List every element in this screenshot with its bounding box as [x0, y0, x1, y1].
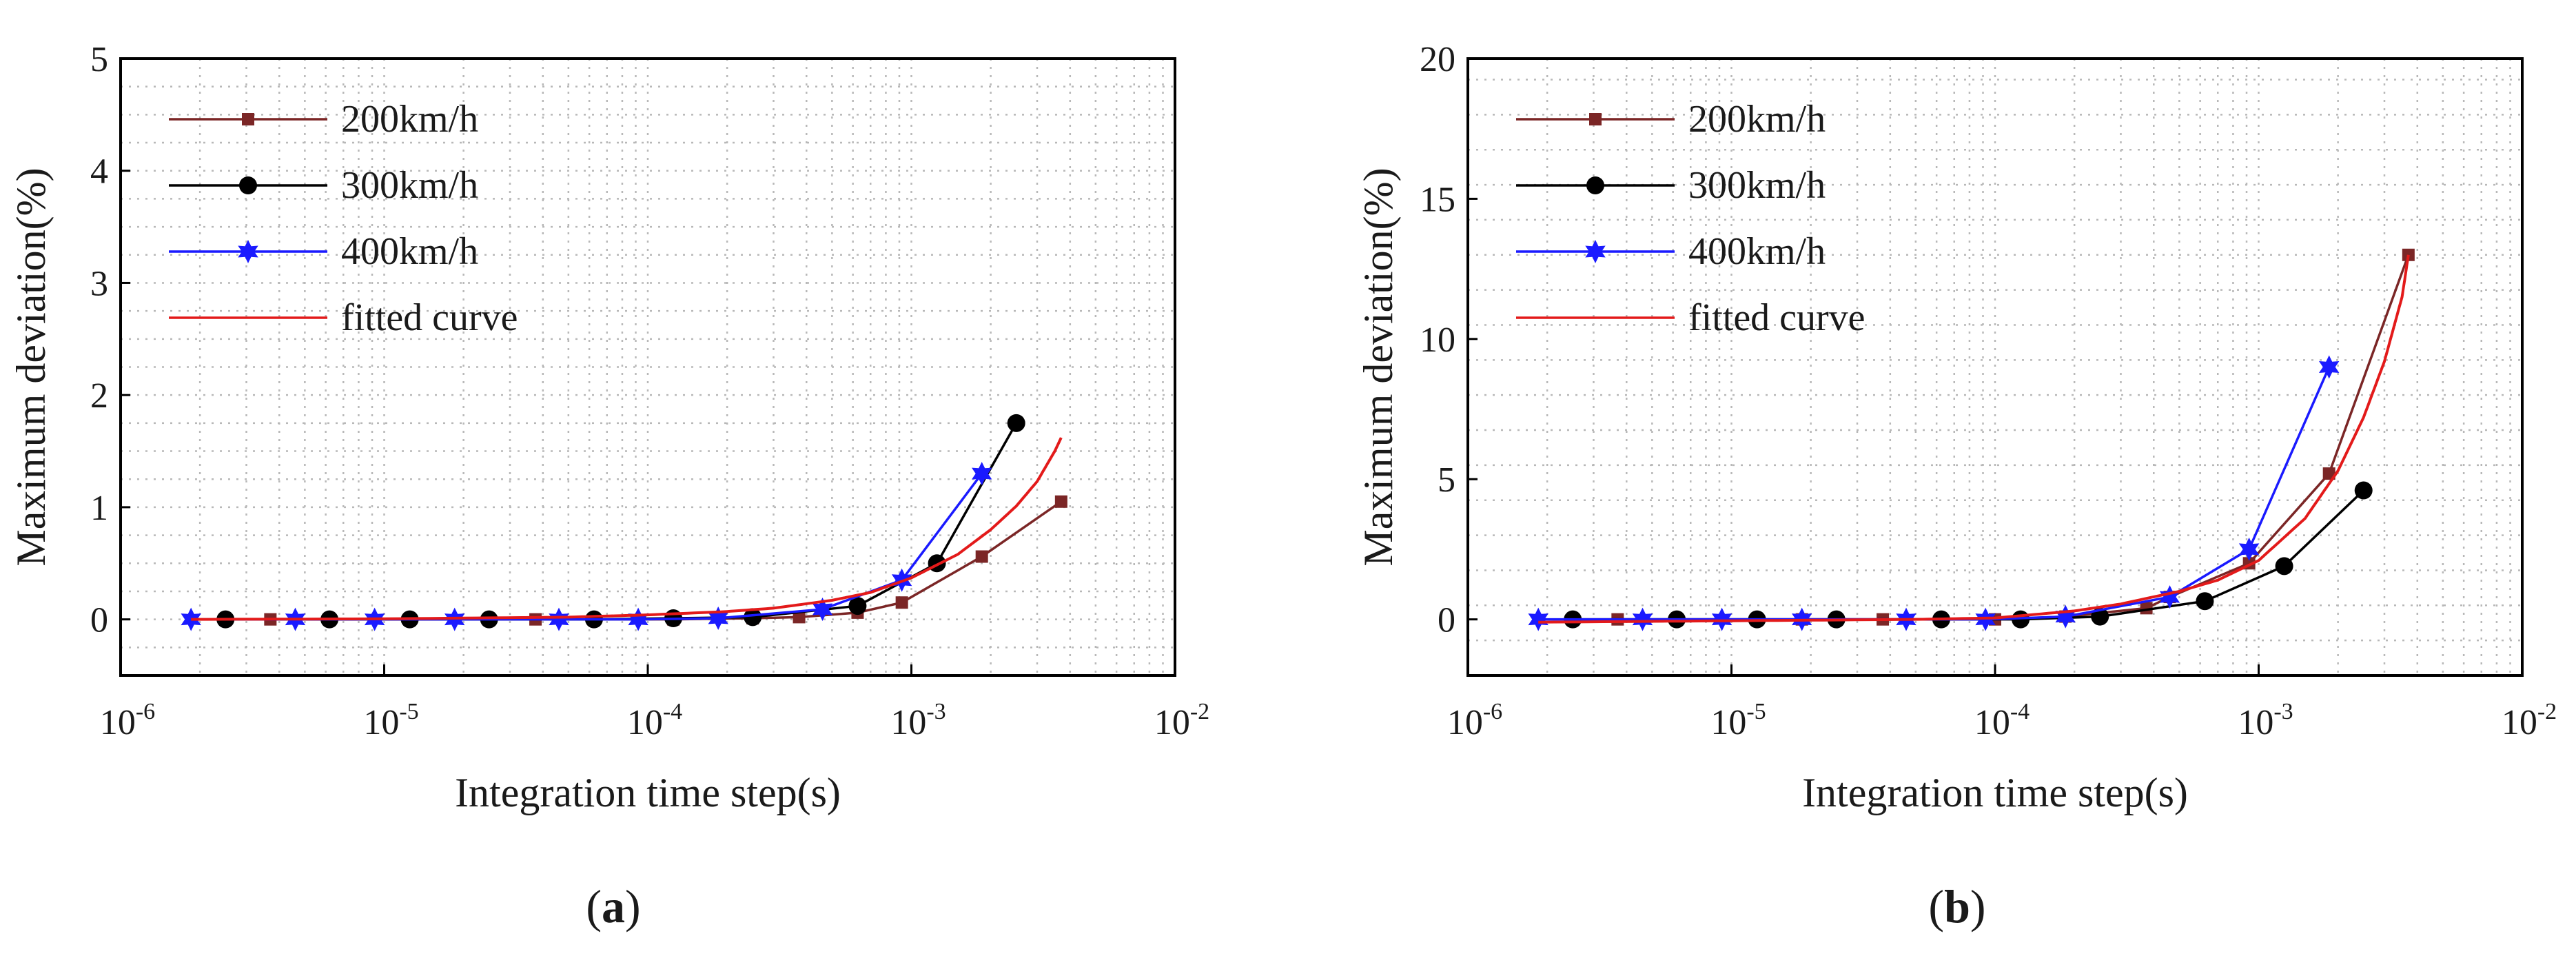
data-point-200km-h [793, 611, 806, 624]
panel-a-label: (a) [586, 880, 640, 933]
y-tick-label: 0 [1438, 601, 1455, 640]
data-point-400km-h [812, 598, 833, 621]
x-tick-label: 10-3 [890, 699, 945, 742]
data-point-300km-h [848, 597, 867, 615]
data-point-400km-h [2319, 355, 2340, 379]
y-tick-label: 10 [1420, 320, 1455, 360]
y-tick-label: 20 [1420, 40, 1455, 79]
y-tick-label: 0 [90, 601, 108, 640]
series-line-fitted-curve [191, 437, 1063, 621]
data-point-300km-h [2354, 481, 2373, 500]
legend-label-400km-h: 400km/h [341, 230, 478, 273]
legend-label-fitted-curve: fitted curve [341, 296, 518, 339]
x-tick-label: 10-6 [1447, 699, 1502, 742]
panel-a-chart: 0 1 2 3 4 5 10-6 10-5 10-4 10-3 10-2 Integration ti… [8, 40, 1209, 815]
legend-label-200km-h: 200km/h [341, 98, 478, 141]
data-point-200km-h [1054, 495, 1067, 508]
series-line-400km-h [191, 473, 983, 621]
legend-marker-300km-h [239, 176, 257, 194]
x-tick-label: 10-5 [1710, 699, 1766, 742]
data-point-400km-h [2238, 537, 2260, 561]
x-axis-title: Integration time step(s) [1802, 770, 2188, 815]
data-point-400km-h [1528, 607, 1548, 631]
legend-label-400km-h: 400km/h [1688, 230, 1826, 273]
x-tick-label: 10-4 [1974, 699, 2030, 742]
legend-label-300km-h: 300km/h [1688, 164, 1826, 207]
data-point-400km-h [1632, 607, 1653, 631]
data-point-200km-h [975, 550, 988, 563]
legend-label-300km-h: 300km/h [341, 164, 478, 207]
x-tick-label: 10-6 [100, 699, 155, 742]
y-tick-label: 5 [1438, 460, 1455, 500]
data-point-400km-h [972, 462, 992, 486]
x-tick-label: 10-2 [1154, 699, 1209, 742]
series-line-fitted-curve [1538, 254, 2410, 624]
legend-marker-400km-h [1585, 240, 1606, 263]
data-point-300km-h [1007, 414, 1025, 432]
data-point-400km-h [708, 607, 728, 630]
y-tick-label: 5 [90, 40, 108, 79]
data-point-200km-h [2402, 248, 2415, 261]
legend-label-200km-h: 200km/h [1688, 98, 1826, 141]
legend-marker-200km-h [1589, 113, 1602, 125]
x-tick-label: 10-5 [363, 699, 418, 742]
data-point-300km-h [2196, 592, 2214, 611]
y-tick-label: 15 [1420, 180, 1455, 219]
data-point-200km-h [895, 596, 908, 609]
data-point-300km-h [744, 608, 762, 627]
legend-marker-300km-h [1586, 176, 1604, 194]
legend-label-fitted-curve: fitted curve [1688, 296, 1865, 339]
y-tick-label: 1 [90, 489, 108, 528]
x-tick-label: 10-4 [627, 699, 682, 742]
data-point-400km-h [628, 607, 648, 631]
y-tick-label: 3 [90, 264, 108, 303]
panel-b-label: (b) [1928, 880, 1985, 933]
legend-marker-400km-h [238, 240, 258, 263]
x-tick-label: 10-2 [2502, 699, 2557, 742]
y-axis-title: Maximum deviation(%) [1356, 167, 1401, 566]
x-axis-title: Integration time step(s) [455, 770, 841, 815]
data-point-400km-h [1711, 607, 1732, 631]
y-axis-title: Maximum deviation(%) [8, 167, 54, 566]
data-point-400km-h [2159, 585, 2180, 609]
data-point-200km-h [2322, 467, 2335, 480]
legend-marker-200km-h [242, 113, 254, 125]
y-tick-label: 4 [90, 152, 108, 192]
data-point-300km-h [2275, 557, 2293, 576]
x-tick-label: 10-3 [2238, 699, 2293, 742]
y-tick-label: 2 [90, 376, 108, 416]
data-point-400km-h [549, 607, 569, 631]
data-point-400km-h [2055, 604, 2076, 629]
panel-b-chart: 0 5 10 15 20 10-6 10-5 10-4 10-3 10-2 Integration … [1356, 40, 2557, 815]
